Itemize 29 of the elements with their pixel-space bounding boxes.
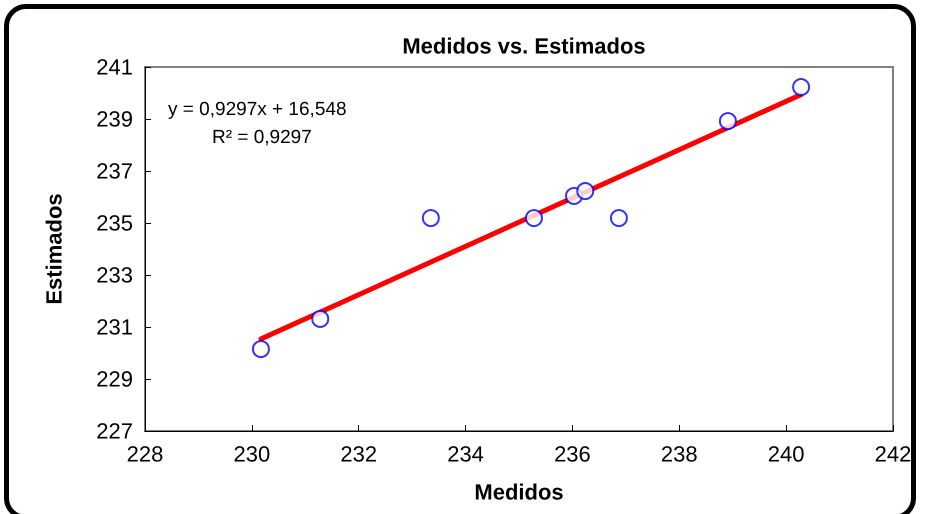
x-tick-label: 240 bbox=[768, 442, 804, 466]
x-tick-label: 232 bbox=[340, 442, 378, 466]
y-tick-label: 233 bbox=[96, 262, 133, 288]
y-tick-label: 229 bbox=[96, 366, 133, 392]
x-tick-label: 242 bbox=[874, 442, 912, 466]
y-tick-label: 227 bbox=[96, 418, 133, 444]
point bbox=[311, 310, 330, 328]
point bbox=[718, 112, 737, 130]
point bbox=[252, 340, 270, 358]
y-tick-label: 235 bbox=[96, 210, 133, 236]
point bbox=[792, 78, 810, 96]
annotation: y = 0,9297x + 16,548 bbox=[168, 99, 347, 120]
point bbox=[422, 209, 440, 228]
x-tick-label: 234 bbox=[447, 442, 484, 466]
x-axis-title: Medidos bbox=[474, 480, 564, 504]
x-tick-label: 230 bbox=[234, 442, 270, 466]
point bbox=[576, 182, 594, 200]
annotation: R² = 0,9297 bbox=[212, 127, 312, 148]
x-tick-label: 228 bbox=[126, 442, 164, 466]
x-tick-label: 236 bbox=[554, 442, 591, 466]
point bbox=[610, 209, 628, 228]
y-tick-label: 241 bbox=[96, 54, 133, 80]
point bbox=[524, 209, 543, 228]
y-tick-label: 237 bbox=[96, 158, 133, 184]
y-tick-label: 231 bbox=[96, 314, 133, 340]
y-tick-label: 239 bbox=[96, 106, 133, 132]
x-tick-label: 238 bbox=[660, 442, 698, 466]
chart-title: Medidos vs. Estimados bbox=[402, 34, 646, 58]
y-axis-title: Estimados bbox=[42, 193, 66, 305]
